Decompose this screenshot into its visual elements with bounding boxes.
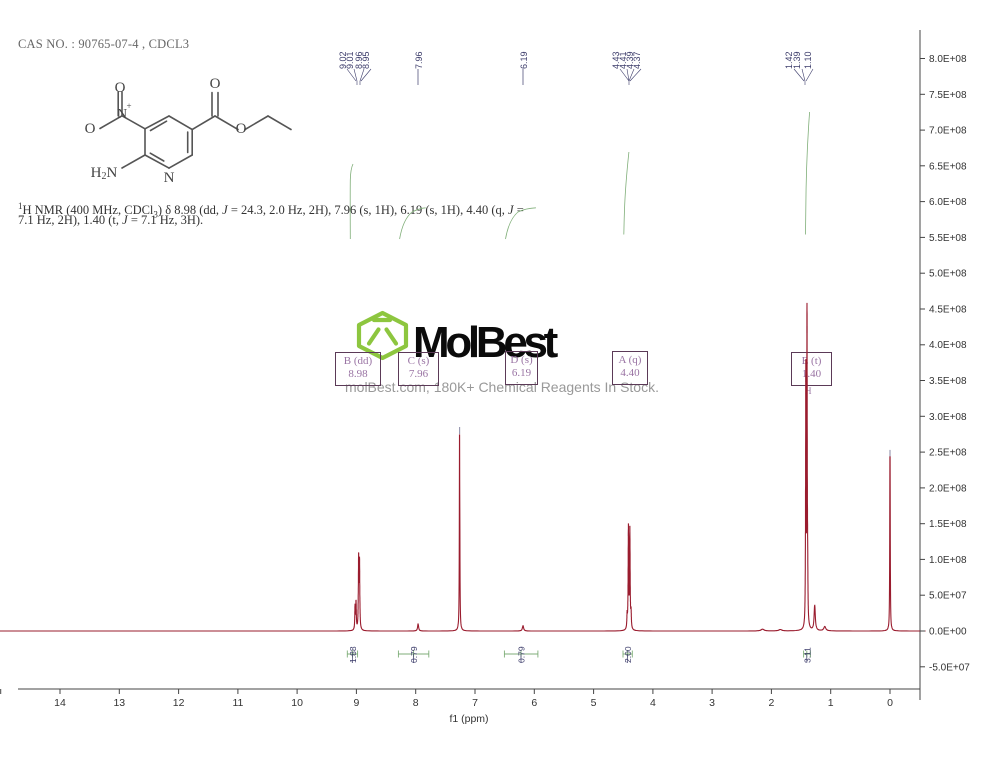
svg-text:1.88: 1.88 <box>348 646 358 663</box>
svg-text:3: 3 <box>709 697 715 709</box>
svg-text:3.0E+08: 3.0E+08 <box>929 412 967 423</box>
svg-text:10: 10 <box>291 697 303 709</box>
svg-text:7.5E+08: 7.5E+08 <box>929 90 967 101</box>
svg-text:0: 0 <box>887 697 893 709</box>
svg-text:5: 5 <box>591 697 597 709</box>
svg-text:11: 11 <box>232 697 243 709</box>
svg-text:1: 1 <box>828 697 834 709</box>
svg-text:8: 8 <box>413 697 419 709</box>
svg-text:12: 12 <box>173 697 185 709</box>
svg-text:4.0E+08: 4.0E+08 <box>929 340 967 351</box>
svg-text:6: 6 <box>531 697 537 709</box>
svg-text:13: 13 <box>113 697 125 709</box>
svg-text:4.37: 4.37 <box>632 51 642 69</box>
svg-text:1.10: 1.10 <box>803 51 813 69</box>
svg-text:14: 14 <box>54 697 66 709</box>
svg-text:1.39: 1.39 <box>792 51 802 69</box>
svg-text:7: 7 <box>472 697 478 709</box>
svg-text:5.0E+07: 5.0E+07 <box>929 591 967 602</box>
svg-text:8.95: 8.95 <box>361 51 371 69</box>
svg-text:1.5E+08: 1.5E+08 <box>929 519 967 530</box>
svg-text:1.0E+08: 1.0E+08 <box>929 555 967 566</box>
svg-text:6.19: 6.19 <box>519 51 529 69</box>
svg-text:5.0E+08: 5.0E+08 <box>929 269 967 280</box>
svg-text:3.5E+08: 3.5E+08 <box>929 376 967 387</box>
svg-text:7.0E+08: 7.0E+08 <box>929 126 967 137</box>
svg-text:3.11: 3.11 <box>802 647 812 663</box>
svg-text:2.00: 2.00 <box>623 646 633 663</box>
svg-text:4: 4 <box>650 697 656 709</box>
svg-text:7.96: 7.96 <box>414 51 424 69</box>
svg-text:f1 (ppm): f1 (ppm) <box>449 713 488 725</box>
svg-text:6.0E+08: 6.0E+08 <box>929 197 967 208</box>
svg-text:2.5E+08: 2.5E+08 <box>929 448 967 459</box>
svg-text:9: 9 <box>353 697 359 709</box>
svg-text:2: 2 <box>768 697 774 709</box>
svg-text:0.79: 0.79 <box>517 646 527 663</box>
svg-text:-5.0E+07: -5.0E+07 <box>929 662 970 673</box>
svg-text:6.5E+08: 6.5E+08 <box>929 161 967 172</box>
svg-text:0.0E+00: 0.0E+00 <box>929 627 967 638</box>
svg-text:0.79: 0.79 <box>409 646 419 663</box>
svg-text:2.0E+08: 2.0E+08 <box>929 483 967 494</box>
svg-text:8.0E+08: 8.0E+08 <box>929 54 967 65</box>
svg-text:4.5E+08: 4.5E+08 <box>929 305 967 316</box>
svg-text:5.5E+08: 5.5E+08 <box>929 233 967 244</box>
